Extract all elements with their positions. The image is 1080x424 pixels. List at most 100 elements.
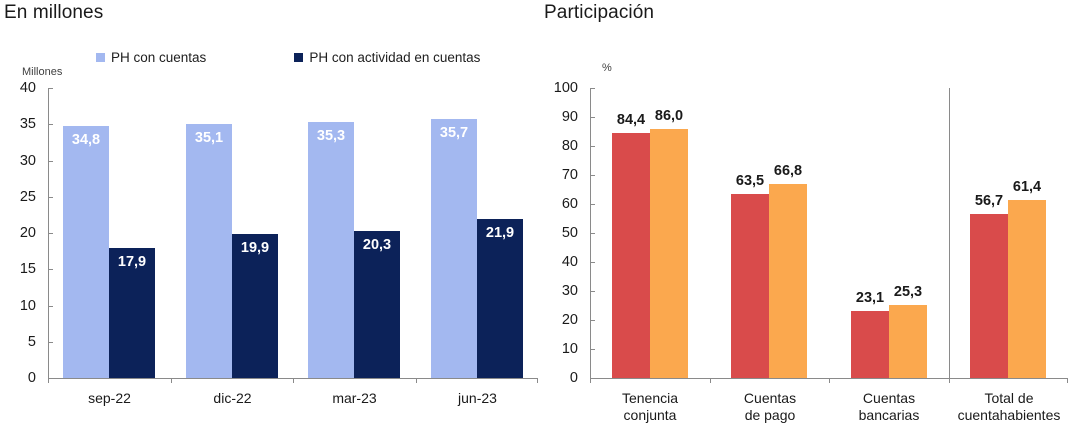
y-axis-tick <box>590 291 595 292</box>
x-axis-category-label: jun-23 <box>458 390 497 406</box>
y-axis-tick-label: 100 <box>553 80 578 96</box>
y-axis-tick-label: 80 <box>561 138 578 154</box>
left-chart-legend: PH con cuentas PH con actividad en cuent… <box>96 50 480 65</box>
left-chart-panel: En millones PH con cuentas PH con activi… <box>4 2 538 406</box>
y-axis-tick-label: 20 <box>561 312 578 328</box>
y-axis-tick-label: 30 <box>561 283 578 299</box>
y-axis-tick-label: 40 <box>561 254 578 270</box>
y-axis-tick <box>590 378 595 379</box>
bar-value-label: 35,7 <box>439 125 469 142</box>
bar-value-label: 25,3 <box>893 283 923 300</box>
bar <box>109 248 155 378</box>
x-axis-category-label: Cuentas bancarias <box>829 390 949 423</box>
y-axis-tick-label: 90 <box>561 109 578 125</box>
y-axis-tick <box>48 378 53 379</box>
y-axis-tick <box>48 161 53 162</box>
x-axis-tick <box>710 378 711 383</box>
legend-label: PH con cuentas <box>111 50 207 65</box>
legend-label: PH con actividad en cuentas <box>309 50 481 65</box>
bar-value-label: 34,8 <box>71 131 101 148</box>
y-axis-tick-label: 40 <box>19 80 36 96</box>
bar-value-label: 23,1 <box>855 290 885 306</box>
right-chart-panel: Participación dic-22 jun-23 % 0102030405… <box>540 0 1080 424</box>
y-axis-tick-label: 35 <box>19 116 36 132</box>
x-axis-category-label: Tenencia conjunta <box>590 390 710 423</box>
right-bar-chart-plot: 0 10 20 30 40 50 60 70 80 90 100 84,4 86,0 Tenencia co… <box>554 80 1068 423</box>
x-axis-category-label-line: conjunta <box>623 406 677 423</box>
y-axis-tick <box>590 233 595 234</box>
x-axis-category-label-line: Cuentas <box>743 390 797 406</box>
y-axis-tick-label: 10 <box>561 341 578 357</box>
y-axis-tick <box>590 146 595 147</box>
y-axis-tick-label: 15 <box>19 261 36 277</box>
legend-item-ph-con-actividad: PH con actividad en cuentas <box>294 50 480 65</box>
bar <box>63 126 109 378</box>
y-axis-tick <box>590 175 595 176</box>
legend-square-icon <box>294 53 304 62</box>
bar <box>650 129 688 378</box>
y-axis-tick-label: 25 <box>19 189 36 205</box>
bar <box>477 219 523 378</box>
right-panel-title: Participación <box>544 2 655 23</box>
bar <box>851 311 889 378</box>
y-axis-tick-label: 60 <box>561 196 578 212</box>
x-axis-category-label: sep-22 <box>88 390 131 406</box>
bar <box>354 231 400 378</box>
bar-value-label: 21,9 <box>485 225 515 242</box>
x-axis-category-label-line: Total de <box>984 390 1034 406</box>
bar <box>612 133 650 378</box>
y-axis-tick <box>48 269 53 270</box>
bar <box>731 194 769 378</box>
bar-value-label: 20,3 <box>362 236 392 253</box>
legend-square-icon <box>96 53 105 62</box>
y-axis-tick <box>590 320 595 321</box>
y-axis-tick-label: 10 <box>19 298 36 314</box>
right-axis-unit-label: % <box>602 62 612 74</box>
x-axis-category-label-line: Cuentas <box>862 390 916 406</box>
bar-value-label: 35,3 <box>316 128 346 145</box>
y-axis-tick <box>590 204 595 205</box>
bar-value-label: 66,8 <box>773 163 803 180</box>
x-axis-category-label: mar-23 <box>332 390 377 406</box>
y-axis-tick <box>48 197 53 198</box>
x-axis-tick <box>48 378 49 383</box>
left-axis-unit-label: Millones <box>22 66 63 78</box>
bar <box>431 119 477 378</box>
x-axis-tick <box>1067 378 1068 383</box>
x-axis-category-label: dic-22 <box>213 390 252 406</box>
y-axis-tick-label: 0 <box>27 370 36 386</box>
bar-value-label: 56,7 <box>974 192 1004 209</box>
bar <box>186 124 232 378</box>
y-axis-tick <box>48 88 53 89</box>
bar-value-label: 84,4 <box>616 112 646 129</box>
y-axis-tick <box>48 124 53 125</box>
y-axis-tick-label: 30 <box>19 153 36 169</box>
x-axis-tick <box>416 378 417 383</box>
y-axis-tick <box>48 342 53 343</box>
y-axis-tick-label: 70 <box>561 167 578 183</box>
x-axis-tick <box>590 378 591 383</box>
y-axis-tick <box>48 306 53 307</box>
group-separator-line <box>949 88 950 378</box>
x-axis-category-label-line: cuentahabientes <box>957 406 1061 423</box>
x-axis-category-label-line: bancarias <box>858 406 920 423</box>
bar <box>889 305 927 378</box>
x-axis-category-label-line: Tenencia <box>621 390 679 406</box>
bar-value-label: 19,9 <box>240 239 270 256</box>
y-axis-tick <box>590 88 595 89</box>
bar-value-label: 86,0 <box>654 107 684 124</box>
y-axis-tick <box>48 233 53 234</box>
bar <box>970 214 1008 378</box>
y-axis-tick-label: 0 <box>569 370 578 386</box>
bar <box>308 122 354 378</box>
y-axis-tick-label: 5 <box>27 334 36 350</box>
left-bar-chart-plot: 0 5 10 15 20 25 30 35 40 34,8 17,9 sep-22 35,1 19,9 di… <box>20 80 538 406</box>
x-axis-category-label: Cuentas de pago <box>710 390 830 423</box>
x-axis-category-label-line: de pago <box>744 406 796 423</box>
x-axis-category-label: Total de cuentahabientes <box>949 390 1069 423</box>
bar-value-label: 63,5 <box>735 172 765 189</box>
x-axis-tick <box>829 378 830 383</box>
bar-value-label: 61,4 <box>1012 178 1042 195</box>
legend-item-ph-con-cuentas: PH con cuentas <box>96 50 206 65</box>
